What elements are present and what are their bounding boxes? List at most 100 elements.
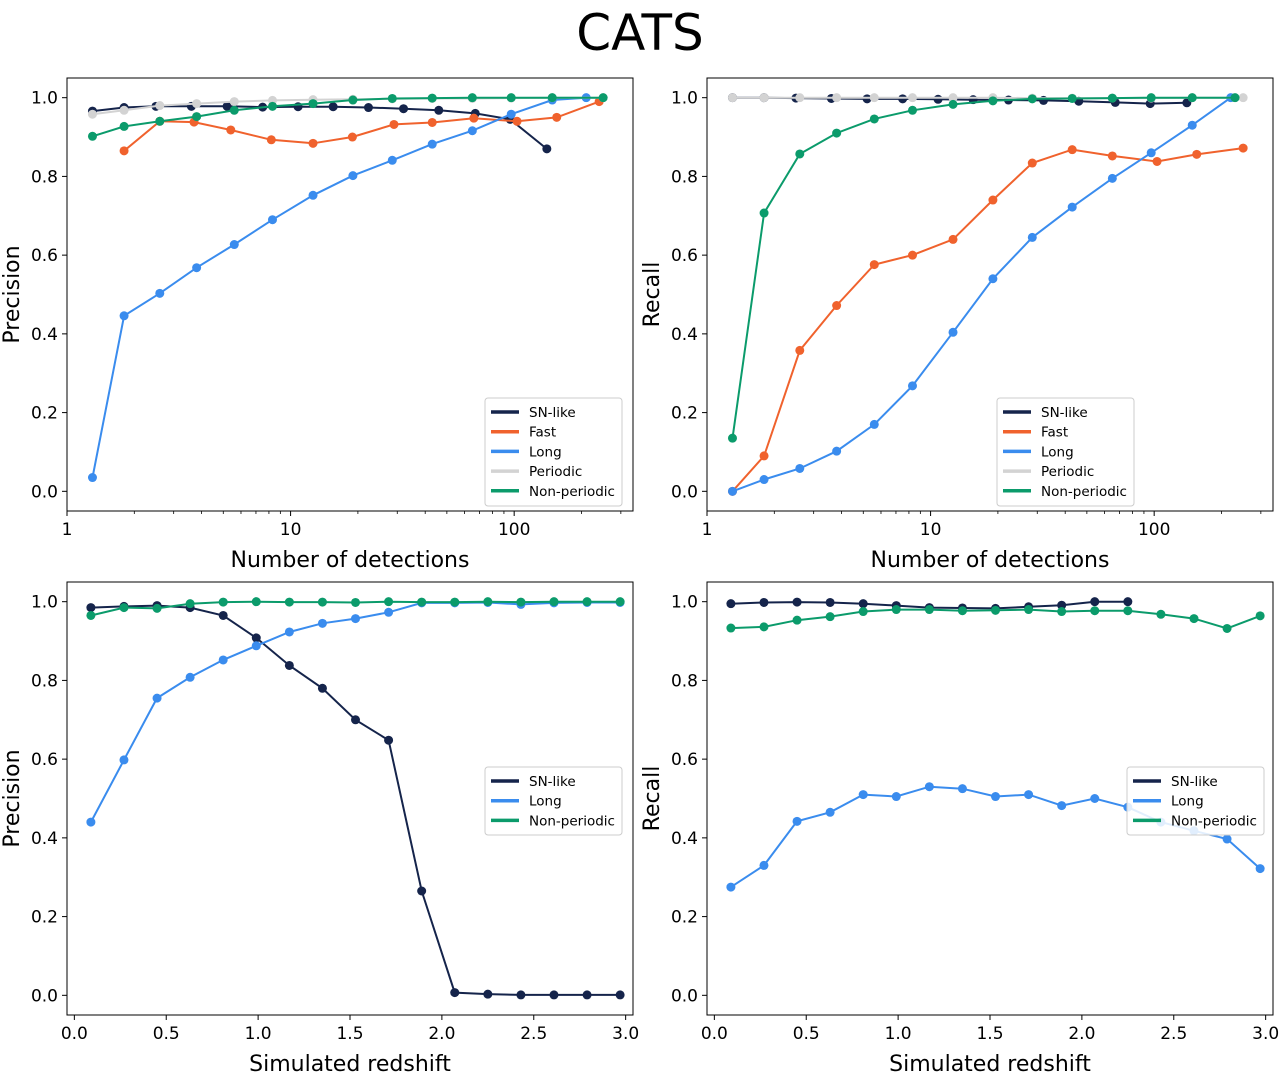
data-point-non-periodic bbox=[1107, 93, 1117, 103]
data-point-long bbox=[185, 672, 195, 682]
y-tick-label: 0.4 bbox=[671, 829, 698, 849]
data-point-non-periodic bbox=[152, 603, 162, 613]
data-point-long bbox=[506, 109, 516, 119]
data-point-long bbox=[1057, 801, 1067, 811]
legend-label: SN-like bbox=[1171, 774, 1218, 790]
data-point-fast bbox=[512, 116, 522, 126]
data-point-non-periodic bbox=[582, 597, 592, 607]
data-point-non-periodic bbox=[1189, 614, 1199, 624]
x-tick-label: 3.0 bbox=[612, 1024, 639, 1044]
data-point-non-periodic bbox=[119, 121, 129, 131]
y-tick-label: 0.8 bbox=[671, 671, 698, 691]
data-point-sn-like bbox=[399, 104, 409, 114]
data-point-long bbox=[119, 755, 129, 765]
y-tick-label: 0.0 bbox=[31, 986, 58, 1006]
data-point-long bbox=[948, 327, 958, 337]
data-point-non-periodic bbox=[891, 605, 901, 615]
data-point-fast bbox=[552, 112, 562, 122]
x-tick-label: 1 bbox=[702, 520, 713, 540]
legend-frame bbox=[484, 397, 623, 507]
data-point-non-periodic bbox=[795, 149, 805, 159]
plot-area bbox=[726, 597, 1265, 892]
data-point-periodic bbox=[229, 97, 239, 107]
data-point-non-periodic bbox=[991, 605, 1001, 615]
y-tick-label: 0.8 bbox=[31, 167, 58, 187]
data-point-sn-like bbox=[222, 101, 232, 111]
series-line-fast bbox=[731, 147, 1244, 492]
data-point-non-periodic bbox=[549, 597, 559, 607]
data-point-sn-like bbox=[351, 715, 361, 725]
x-tick-label: 10 bbox=[920, 520, 942, 540]
data-point-non-periodic bbox=[1057, 607, 1067, 617]
data-point-long bbox=[1222, 834, 1232, 844]
data-point-fast bbox=[1067, 145, 1077, 155]
x-tick-label: 3.0 bbox=[1252, 1024, 1279, 1044]
data-point-periodic bbox=[948, 93, 958, 103]
data-point-fast bbox=[389, 119, 399, 129]
x-tick-label: 2.0 bbox=[428, 1024, 455, 1044]
data-point-non-periodic bbox=[907, 105, 917, 115]
data-point-fast bbox=[226, 125, 236, 135]
data-point-sn-like bbox=[549, 990, 559, 1000]
data-point-long bbox=[1067, 202, 1077, 212]
data-point-fast bbox=[869, 260, 879, 270]
data-point-non-periodic bbox=[988, 96, 998, 106]
data-point-non-periodic bbox=[957, 606, 967, 616]
data-point-sn-like bbox=[328, 102, 338, 112]
data-point-long bbox=[155, 288, 165, 298]
data-point-non-periodic bbox=[1230, 93, 1240, 103]
y-tick-label: 1.0 bbox=[31, 593, 58, 613]
plot-area bbox=[86, 597, 625, 1000]
y-tick-label: 0.6 bbox=[31, 750, 58, 770]
data-point-long bbox=[467, 126, 477, 136]
data-point-long bbox=[86, 817, 96, 827]
data-point-non-periodic bbox=[726, 623, 736, 633]
legend-label: SN-like bbox=[1041, 405, 1088, 421]
data-point-non-periodic bbox=[516, 597, 526, 607]
data-point-sn-like bbox=[434, 105, 444, 115]
data-point-fast bbox=[1238, 143, 1248, 153]
data-point-long bbox=[87, 473, 97, 483]
data-point-non-periodic bbox=[119, 603, 129, 613]
data-point-sn-like bbox=[542, 144, 552, 154]
data-point-long bbox=[832, 446, 842, 456]
data-point-fast bbox=[907, 250, 917, 260]
x-tick-label: 2.5 bbox=[520, 1024, 547, 1044]
data-point-non-periodic bbox=[825, 612, 835, 622]
legend-label: Long bbox=[529, 444, 562, 460]
data-point-non-periodic bbox=[615, 597, 625, 607]
x-tick-label: 1.0 bbox=[885, 1024, 912, 1044]
data-point-non-periodic bbox=[192, 112, 202, 122]
x-tick-label: 100 bbox=[1138, 520, 1170, 540]
data-point-non-periodic bbox=[427, 93, 437, 103]
data-point-sn-like bbox=[450, 988, 460, 998]
data-point-fast bbox=[308, 138, 318, 148]
data-point-sn-like bbox=[417, 886, 427, 896]
x-tick-label: 10 bbox=[280, 520, 302, 540]
y-axis-label: Precision bbox=[0, 245, 25, 343]
x-tick-label: 100 bbox=[498, 520, 530, 540]
data-point-long bbox=[991, 792, 1001, 802]
x-tick-label: 0.0 bbox=[61, 1024, 88, 1044]
data-point-long bbox=[1090, 794, 1100, 803]
data-point-long bbox=[387, 155, 397, 165]
data-point-long bbox=[907, 381, 917, 391]
data-point-sn-like bbox=[858, 599, 868, 609]
legend-label: Fast bbox=[529, 425, 556, 441]
data-point-fast bbox=[119, 146, 129, 156]
data-point-long bbox=[795, 463, 805, 473]
data-point-non-periodic bbox=[1255, 611, 1265, 621]
axes-frame bbox=[66, 77, 634, 512]
data-point-non-periodic bbox=[598, 93, 608, 103]
data-point-periodic bbox=[1238, 93, 1248, 103]
data-point-sn-like bbox=[218, 610, 228, 620]
series-line-long bbox=[91, 96, 587, 478]
data-point-fast bbox=[1152, 156, 1162, 166]
data-point-long bbox=[1255, 864, 1265, 874]
data-point-long bbox=[825, 807, 835, 817]
data-point-sn-like bbox=[483, 989, 493, 999]
series-line-long bbox=[732, 96, 1232, 493]
data-point-non-periodic bbox=[218, 597, 228, 607]
data-point-long bbox=[759, 475, 769, 485]
